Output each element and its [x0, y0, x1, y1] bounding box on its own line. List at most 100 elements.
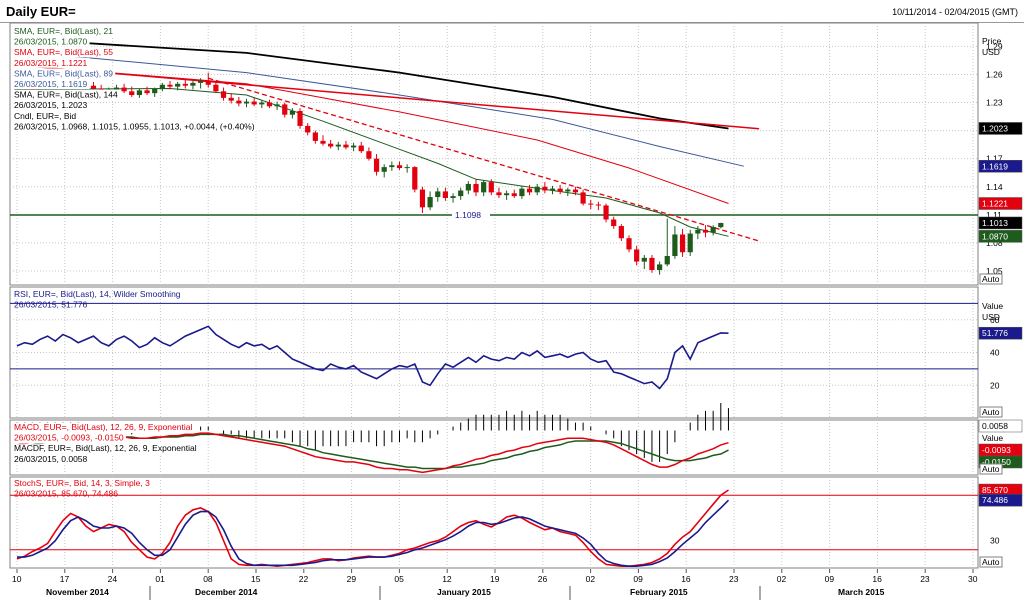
legend-bg	[12, 110, 79, 121]
candle-body	[167, 84, 173, 87]
auto-button-label: Auto	[982, 407, 1000, 417]
sma-line	[16, 50, 744, 167]
legend-bg	[12, 68, 116, 79]
candle-body	[710, 226, 716, 233]
panel-price	[9, 22, 979, 286]
candle-body	[473, 183, 479, 193]
price-tick-label: 1.23	[986, 98, 1003, 108]
auto-button-label: Auto	[982, 557, 1000, 567]
rsi-axis-title: Value	[982, 301, 1003, 311]
candle-body	[419, 189, 426, 208]
candle-body	[144, 90, 150, 94]
x-day-label: 05	[394, 574, 404, 584]
price-value-badge-text: 1.2023	[982, 123, 1008, 133]
legend-bg	[12, 47, 116, 58]
candle-body	[274, 104, 280, 107]
auto-button	[979, 463, 1003, 475]
x-day-label: 22	[299, 574, 309, 584]
legend-entry: SMA, EUR=, Bid(Last), 21	[14, 26, 113, 36]
price-value-badge	[978, 230, 1023, 243]
stoch-tick-label: 30	[990, 536, 1000, 546]
panel-stoch	[9, 476, 979, 569]
x-month-label: February 2015	[630, 587, 688, 597]
sma-line	[16, 38, 729, 130]
candle-body	[618, 226, 624, 239]
macd-value-badge-text: 0.0058	[982, 421, 1008, 431]
auto-button	[979, 406, 1003, 418]
legend-entry: MACDF, EUR=, Bid(Last), 12, 26, 9, Expon…	[14, 443, 197, 453]
candle-body	[220, 91, 227, 98]
legend-bg	[12, 100, 90, 111]
legend-entry: 26/03/2015, 1.2023	[14, 100, 88, 110]
candle-body	[496, 192, 502, 196]
legend-bg	[12, 423, 195, 433]
x-day-label: 23	[729, 574, 739, 584]
candle-body	[450, 196, 456, 198]
auto-button-label: Auto	[982, 464, 1000, 474]
candle-body	[672, 234, 678, 256]
candle-body	[159, 84, 165, 89]
legend-bg	[12, 454, 90, 465]
price-value-badge	[978, 122, 1023, 135]
panel-rsi	[9, 286, 979, 419]
x-day-label: 02	[777, 574, 787, 584]
candle-body	[113, 87, 120, 90]
legend-bg	[12, 36, 90, 47]
legend-entry: 26/03/2015, 0.0058	[14, 454, 88, 464]
candle-body	[389, 165, 395, 168]
candle-body	[381, 167, 387, 172]
rsi-axis-unit: USD	[982, 312, 1000, 322]
candle-body	[305, 125, 311, 133]
candle-body	[641, 257, 647, 262]
legend-entry: 26/03/2015, 1.1221	[14, 58, 88, 68]
candle-body	[572, 189, 579, 193]
legend-entry: MACD, EUR=, Bid(Last), 12, 26, 9, Expone…	[14, 422, 192, 432]
candle-body	[442, 191, 448, 198]
candle-body	[634, 249, 640, 262]
x-month-label: December 2014	[195, 587, 258, 597]
macd-axis-title: Value	[982, 433, 1003, 443]
candle-body	[121, 87, 127, 92]
candle-body	[687, 233, 693, 253]
legend-entry: 26/03/2015, 51.776	[14, 300, 88, 310]
price-value-badge-text: 1.1619	[982, 161, 1008, 171]
candle-body	[702, 229, 709, 233]
candle-body	[511, 193, 517, 197]
rsi-tick-label: 40	[990, 348, 1000, 358]
x-day-label: 16	[872, 574, 882, 584]
candle-body	[458, 190, 464, 197]
candle-body	[266, 102, 273, 107]
candle-body	[259, 102, 265, 105]
candle-body	[695, 229, 701, 234]
price-value-badge	[978, 197, 1023, 210]
price-value-badge-text: 1.0870	[982, 231, 1008, 241]
x-month-label: November 2014	[46, 587, 109, 597]
price-tick-label: 1.17	[986, 154, 1003, 164]
x-day-label: 02	[586, 574, 596, 584]
macd-value-badge-text: -0.0093	[982, 445, 1011, 455]
candle-body	[312, 132, 318, 141]
legend-entry: SMA, EUR=, Bid(Last), 89	[14, 68, 113, 78]
price-axis-title: Price	[982, 36, 1002, 46]
price-value-badge	[978, 160, 1023, 173]
candle-body	[718, 222, 724, 228]
macd-line	[16, 432, 729, 474]
stoch-value-badge-text: 85.670	[982, 485, 1008, 495]
candle-body	[358, 145, 364, 152]
candle-body	[175, 83, 181, 87]
price-tick-label: 1.11	[986, 210, 1002, 220]
x-day-label: 24	[108, 574, 118, 584]
rsi-value-badge	[978, 326, 1023, 340]
x-day-label: 08	[203, 574, 213, 584]
candle-body	[412, 167, 418, 190]
x-day-label: 09	[633, 574, 643, 584]
candle-body	[366, 151, 372, 159]
candle-body	[373, 158, 380, 172]
x-day-label: 15	[251, 574, 261, 584]
x-day-label: 16	[681, 574, 691, 584]
candle-body	[542, 186, 548, 191]
price-tick-label: 1.08	[986, 238, 1003, 248]
candle-body	[182, 83, 188, 86]
legend-entry: RSI, EUR=, Bid(Last), 14, Wilder Smoothi…	[14, 289, 181, 299]
